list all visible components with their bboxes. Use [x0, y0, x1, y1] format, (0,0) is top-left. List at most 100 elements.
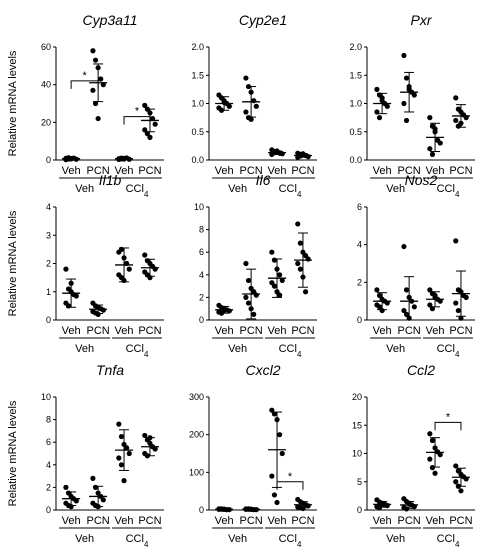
series-3 — [451, 95, 470, 129]
data-point — [92, 57, 99, 63]
data-point — [116, 455, 122, 461]
data-point — [453, 479, 459, 485]
data-point — [221, 506, 227, 512]
x-tick-label: Veh — [373, 515, 392, 527]
x-tick-label: PCN — [138, 515, 161, 527]
data-point — [437, 298, 443, 304]
series-1 — [89, 300, 108, 317]
data-point — [121, 156, 127, 162]
data-point — [279, 151, 285, 157]
significance-star: * — [135, 106, 140, 118]
data-point — [455, 307, 461, 314]
data-point — [463, 476, 469, 482]
y-tick-label: 0.5 — [191, 127, 204, 137]
data-point — [152, 266, 158, 272]
series-0 — [373, 287, 392, 314]
data-point — [73, 498, 79, 504]
data-point — [427, 302, 433, 308]
panel-title: Cxcl2 — [245, 362, 280, 378]
series-0 — [215, 302, 234, 316]
data-point — [142, 102, 148, 108]
panel-cxcl2: Cxcl2 0 100 200 300 Veh PCN Veh PCN Veh CCl4 * — [189, 362, 317, 549]
x-tick-label: Veh — [215, 515, 234, 527]
panel-title: Il1b — [99, 172, 122, 188]
data-point — [243, 109, 249, 115]
data-point — [406, 315, 412, 321]
data-point — [152, 121, 158, 127]
series-1 — [242, 75, 261, 122]
data-point — [453, 95, 459, 101]
data-point — [248, 506, 254, 512]
data-point — [427, 287, 433, 293]
data-point — [116, 421, 122, 427]
y-tick-label: 0 — [357, 505, 362, 515]
series-3 — [293, 221, 312, 295]
data-point — [384, 502, 390, 509]
series-2 — [115, 246, 134, 284]
group-label: Veh — [75, 183, 94, 195]
data-point — [243, 75, 249, 81]
series-0 — [373, 497, 392, 511]
x-tick-label: Veh — [115, 325, 134, 337]
series-1 — [400, 52, 419, 124]
group-label: CCl4 — [279, 183, 302, 199]
data-point — [305, 154, 311, 160]
panel-tnfa: Tnfa 0 2 4 6 8 10 Veh PCN Veh PCN Veh CCl4 — [41, 362, 164, 549]
panel-title: Pxr — [411, 12, 433, 28]
data-point — [68, 156, 74, 162]
x-tick-label: PCN — [449, 325, 472, 337]
y-tick-label: 0 — [199, 315, 204, 325]
data-point — [458, 289, 464, 295]
panel-cyp2e1: Cyp2e1 0.0 0.5 1.0 1.5 2.0 Veh PCN Veh PCN Veh CCl4 — [191, 12, 317, 199]
data-point — [427, 456, 433, 462]
data-point — [248, 116, 254, 122]
y-tick-label: 2 — [46, 259, 51, 269]
data-point — [403, 117, 410, 124]
x-tick-label: Veh — [115, 165, 134, 177]
y-tick-label: 0.5 — [349, 127, 362, 137]
y-tick-label: 1.0 — [349, 99, 362, 109]
data-point — [437, 140, 443, 146]
data-point — [427, 115, 433, 121]
group-label: CCl4 — [126, 533, 149, 549]
data-point — [147, 134, 153, 140]
group-label: CCl4 — [126, 343, 149, 359]
group-label: Veh — [228, 533, 247, 545]
data-point — [374, 109, 380, 115]
y-tick-label: 8 — [46, 415, 51, 425]
data-point — [279, 450, 285, 457]
data-point — [68, 504, 74, 510]
y-tick-label: 20 — [41, 117, 51, 127]
data-point — [453, 463, 459, 469]
data-point — [245, 83, 252, 90]
data-point — [271, 411, 278, 417]
data-point — [274, 499, 280, 506]
group-label: CCl4 — [279, 533, 302, 549]
data-point — [429, 465, 436, 471]
y-tick-label: 6 — [199, 247, 204, 257]
data-point — [295, 221, 301, 227]
series-3 — [451, 238, 470, 321]
data-point — [124, 445, 130, 451]
data-point — [453, 117, 459, 124]
data-point — [406, 500, 412, 506]
data-point — [90, 475, 96, 481]
panel-title: Tnfa — [96, 362, 124, 378]
data-point — [124, 260, 130, 267]
group-label: CCl4 — [279, 343, 302, 359]
y-axis-label: Relative mRNA levels — [7, 400, 19, 506]
data-point — [453, 300, 459, 306]
x-tick-label: Veh — [115, 515, 134, 527]
x-tick-label: PCN — [87, 325, 110, 337]
data-point — [379, 502, 385, 508]
series-0 — [373, 86, 392, 121]
data-point — [300, 274, 306, 280]
x-tick-label: PCN — [138, 325, 161, 337]
data-point — [243, 294, 249, 300]
data-point — [121, 277, 127, 284]
series-1 — [242, 260, 261, 320]
group-label-subscript: 4 — [455, 350, 460, 359]
data-point — [403, 506, 410, 512]
data-point — [376, 115, 383, 121]
